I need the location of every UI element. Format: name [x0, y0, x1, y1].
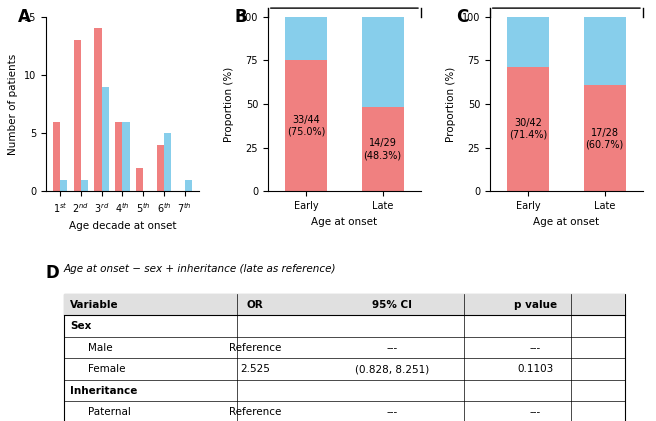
Y-axis label: Proportion (%): Proportion (%)	[224, 67, 234, 142]
Bar	[164, 133, 171, 192]
Bar	[60, 180, 68, 192]
Bar	[285, 17, 327, 61]
Text: B: B	[234, 8, 247, 26]
X-axis label: Age at onset: Age at onset	[312, 217, 377, 227]
Bar	[94, 29, 102, 192]
Text: OR: OR	[247, 300, 263, 309]
Bar	[185, 180, 192, 192]
Bar	[81, 180, 88, 192]
Bar	[361, 107, 403, 192]
Text: C: C	[456, 8, 468, 26]
Text: ---: ---	[530, 407, 541, 417]
Text: Reference: Reference	[229, 407, 281, 417]
Text: 33/44
(75.0%): 33/44 (75.0%)	[287, 115, 325, 137]
Bar	[115, 122, 123, 192]
Bar	[102, 87, 109, 192]
Text: 2.525: 2.525	[240, 364, 270, 374]
Bar	[157, 145, 164, 192]
Bar	[361, 17, 403, 107]
Text: Paternal: Paternal	[88, 407, 131, 417]
Text: (0.828, 8.251): (0.828, 8.251)	[355, 364, 429, 374]
Text: ---: ---	[386, 343, 398, 353]
Bar	[507, 67, 549, 192]
Text: Male: Male	[88, 343, 112, 353]
Text: 30/42
(71.4%): 30/42 (71.4%)	[509, 118, 547, 140]
Text: 14/29
(48.3%): 14/29 (48.3%)	[363, 139, 401, 160]
Bar	[136, 168, 143, 192]
X-axis label: Age decade at onset: Age decade at onset	[69, 221, 176, 231]
Bar	[123, 122, 130, 192]
Legend: Maternal, Paternal: Maternal, Paternal	[300, 13, 370, 61]
Bar	[584, 17, 626, 85]
Text: Inheritance: Inheritance	[70, 386, 137, 396]
Bar	[64, 294, 625, 315]
Y-axis label: Proportion (%): Proportion (%)	[446, 67, 456, 142]
Bar	[507, 17, 549, 67]
Bar	[584, 85, 626, 192]
X-axis label: Age at onset: Age at onset	[533, 217, 600, 227]
Bar	[53, 122, 60, 192]
Text: A: A	[18, 8, 31, 26]
Text: 95% CI: 95% CI	[372, 300, 412, 309]
Text: ---: ---	[530, 343, 541, 353]
Text: 17/28
(60.7%): 17/28 (60.7%)	[586, 128, 624, 149]
Y-axis label: Number of patients: Number of patients	[9, 53, 18, 155]
Bar	[285, 61, 327, 192]
Text: Age at onset − sex + inheritance (late as reference): Age at onset − sex + inheritance (late a…	[64, 264, 337, 274]
Text: Variable: Variable	[70, 300, 119, 309]
Text: Sex: Sex	[70, 321, 91, 331]
Text: p value: p value	[514, 300, 557, 309]
Text: Reference: Reference	[229, 343, 281, 353]
Text: Female: Female	[88, 364, 125, 374]
Text: 0.1103: 0.1103	[518, 364, 554, 374]
Text: ---: ---	[386, 407, 398, 417]
Text: D: D	[46, 264, 60, 282]
Legend: Maternal, Paternal: Maternal, Paternal	[506, 13, 577, 61]
Bar	[73, 40, 81, 192]
